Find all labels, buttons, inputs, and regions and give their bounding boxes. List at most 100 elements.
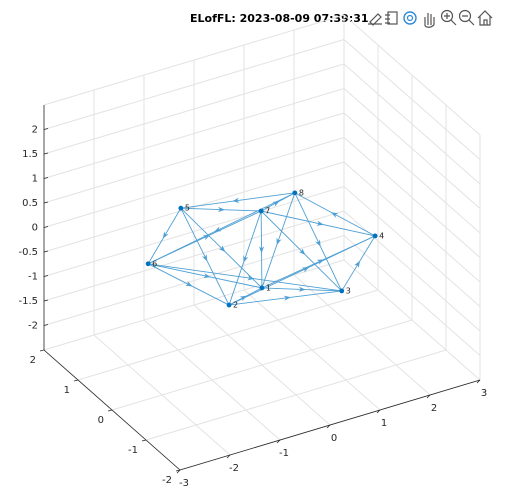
pan-tool[interactable] [424, 13, 435, 28]
z-tick-label: 2 [32, 125, 38, 136]
rotate-tool[interactable] [403, 11, 417, 25]
y-tick [73, 379, 79, 382]
brush-tool[interactable] [368, 13, 382, 26]
grid-line [43, 259, 345, 351]
node [145, 261, 151, 267]
x-tick-label: 0 [331, 433, 337, 444]
grid-line [343, 39, 481, 160]
node [339, 288, 345, 294]
z-tick [43, 226, 49, 228]
edge-arrow [218, 245, 226, 253]
z-tick-label: -2 [28, 321, 38, 332]
edge-arrow [298, 286, 306, 292]
grid-line [111, 319, 413, 411]
node-label: 5 [185, 204, 190, 213]
edge-arrow [316, 220, 324, 226]
y-tick [175, 469, 181, 472]
edge [148, 263, 263, 289]
edge-arrow [258, 246, 265, 254]
x-tick-label: -1 [279, 448, 289, 459]
edge-arrow [283, 295, 292, 301]
edge-arrow [185, 280, 193, 287]
node [372, 233, 378, 239]
x-tick [326, 424, 331, 429]
grid-line [43, 161, 345, 253]
node [292, 190, 298, 196]
z-tick [43, 324, 49, 326]
x-tick-label: -3 [179, 478, 189, 489]
edge-arrow [301, 267, 310, 273]
zoom-out-tool[interactable] [458, 9, 475, 26]
node-label: 7 [265, 207, 270, 216]
grid-line [343, 186, 481, 307]
edge-arrow [201, 254, 208, 262]
edge-arrow [232, 197, 240, 203]
z-tick-label: -0.5 [18, 247, 38, 258]
edge [261, 192, 296, 289]
edge-arrow [354, 260, 361, 269]
edge [228, 235, 376, 306]
chart-title: ELofFL: 2023-08-09 07:39:31 [190, 12, 369, 25]
edge-arrow [330, 212, 339, 218]
y-tick-label: 2 [30, 355, 36, 366]
grid-line [43, 112, 345, 204]
node-label: 8 [299, 188, 304, 197]
grid-line [43, 39, 345, 130]
y-tick-label: 1 [64, 385, 70, 396]
grid-line [43, 186, 345, 277]
edge [180, 207, 263, 289]
node [178, 205, 184, 211]
grid-line [343, 235, 481, 356]
z-tick [43, 275, 49, 277]
edge [147, 192, 296, 265]
node-label: 1 [266, 283, 271, 292]
edge [260, 210, 343, 292]
node [259, 285, 265, 291]
edge [261, 210, 376, 237]
x-tick [476, 379, 481, 384]
edge [180, 207, 230, 306]
x-tick [276, 439, 281, 444]
y-tick [141, 439, 147, 442]
edge [294, 192, 343, 292]
grid-line [43, 63, 345, 155]
edge-arrow [298, 248, 306, 255]
z-tick-label: -1.5 [18, 296, 38, 307]
edge-arrow [315, 239, 321, 247]
z-tick-label: 1 [32, 174, 38, 185]
grid-line [43, 210, 345, 302]
node [258, 208, 264, 214]
edge [228, 290, 342, 306]
z-tick-label: 0 [32, 223, 38, 234]
edge-arrow [247, 275, 255, 281]
edge-arrow [214, 226, 222, 232]
edge-arrow [162, 231, 169, 239]
grid-line [43, 88, 345, 179]
grid-line [343, 112, 481, 234]
edge-arrow [276, 237, 282, 246]
z-tick-label: 1.5 [22, 149, 38, 160]
grid-line [43, 235, 345, 326]
grid-line [343, 63, 481, 185]
grid-line [343, 161, 481, 283]
z-tick [43, 177, 49, 179]
grid-line [43, 137, 345, 228]
z-tick [43, 152, 49, 155]
x-tick-label: 1 [381, 418, 387, 429]
legend-tool[interactable] [385, 11, 398, 25]
toolbar [368, 9, 493, 28]
zoom-in-tool[interactable] [440, 9, 457, 26]
z-tick [43, 299, 49, 302]
grid-line [343, 137, 481, 258]
edge [148, 263, 342, 292]
home-tool[interactable] [477, 10, 493, 26]
y-tick [39, 349, 45, 352]
x-tick [376, 409, 381, 414]
edge [180, 192, 295, 209]
edge-arrow [243, 255, 249, 263]
x-tick [226, 454, 231, 459]
box-edge [343, 14, 481, 136]
node-label: 4 [379, 231, 384, 240]
